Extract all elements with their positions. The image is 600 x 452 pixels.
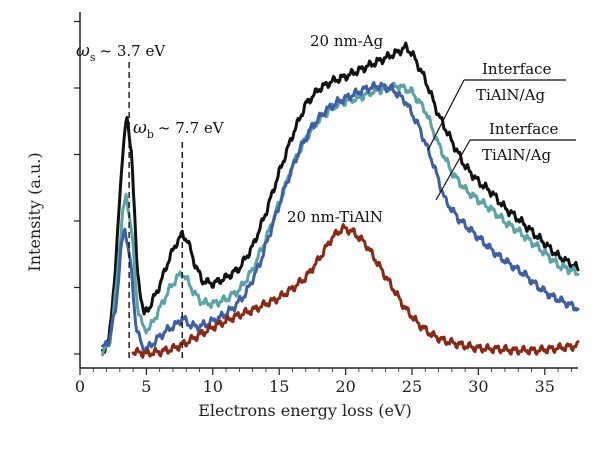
y-axis-label: Intensity (a.u.) bbox=[25, 152, 44, 271]
x-ticks: 0 5 10 15 20 25 30 35 bbox=[75, 368, 572, 396]
annotation-markers bbox=[128, 62, 183, 360]
omega-b-symbol: ω bbox=[133, 118, 147, 138]
label-leader-lines bbox=[427, 79, 576, 201]
y-ticks bbox=[74, 20, 80, 355]
interface-1-leader bbox=[427, 79, 465, 151]
label-tialn: 20 nm-TiAlN bbox=[287, 208, 383, 226]
omega-b-value: ~ 7.7 eV bbox=[158, 119, 225, 137]
interface-2-leader bbox=[435, 139, 471, 201]
omega-s-value: ~ 3.7 eV bbox=[100, 42, 167, 60]
omega-b-subscript: b bbox=[147, 128, 154, 141]
label-interface-2-line2: TiAlN/Ag bbox=[482, 146, 551, 164]
label-interface-1-line1: Interface bbox=[482, 60, 552, 78]
x-axis-label: Electrons energy loss (eV) bbox=[198, 401, 412, 420]
series-line-3 bbox=[131, 223, 580, 359]
x-tick-label-0: 0 bbox=[75, 377, 85, 396]
series-line-0 bbox=[101, 41, 580, 354]
x-tick-label-5: 5 bbox=[141, 377, 151, 396]
series-line-2 bbox=[101, 81, 580, 355]
omega-b-annotation: ωb ~ 7.7 eV bbox=[133, 118, 225, 141]
x-tick-label-20: 20 bbox=[335, 377, 355, 396]
omega-s-annotation: ωs ~ 3.7 eV bbox=[76, 41, 166, 64]
label-interface-2-line1: Interface bbox=[489, 120, 559, 138]
x-tick-label-15: 15 bbox=[269, 377, 289, 396]
x-tick-label-10: 10 bbox=[203, 377, 223, 396]
x-tick-label-35: 35 bbox=[535, 377, 555, 396]
label-interface-1-line2: TiAlN/Ag bbox=[476, 86, 545, 104]
omega-s-subscript: s bbox=[90, 51, 96, 64]
x-tick-label-25: 25 bbox=[402, 377, 422, 396]
x-tick-label-30: 30 bbox=[468, 377, 488, 396]
label-ag: 20 nm-Ag bbox=[310, 32, 384, 50]
omega-s-symbol: ω bbox=[76, 41, 90, 61]
